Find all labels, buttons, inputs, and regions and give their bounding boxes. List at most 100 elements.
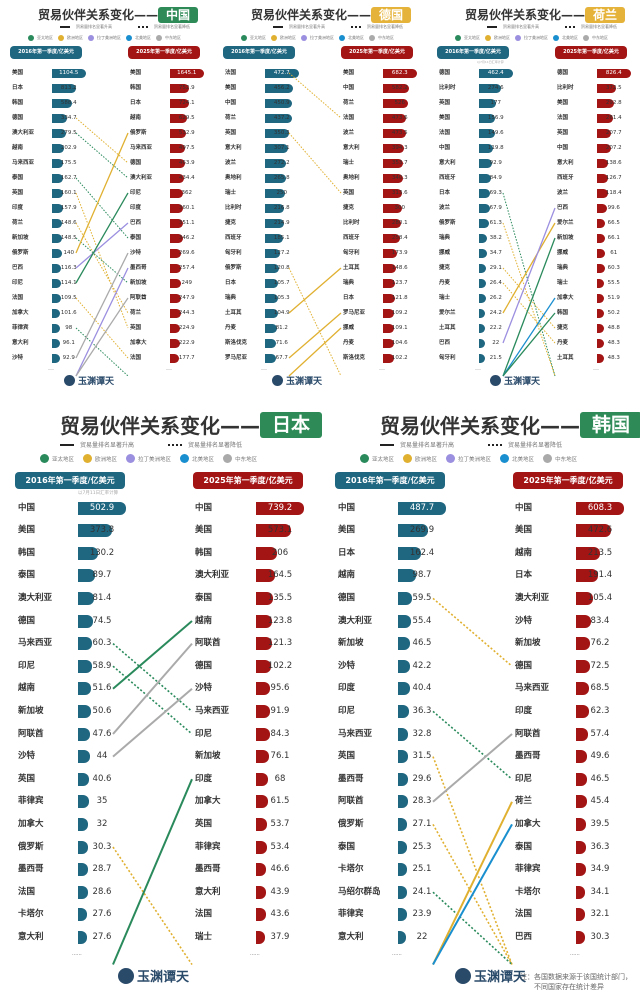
legend-line-types: 贸易量排名显著升高 贸易量排名显著降低 — [60, 440, 242, 449]
trade-value: 38.2 — [489, 234, 502, 241]
trade-value: 34.9 — [590, 864, 610, 875]
right-column-header: 2025年第一季度/亿美元 — [193, 472, 303, 489]
country-name: 日本 — [225, 279, 237, 286]
panel-title: 贸易伙伴关系变化—— 荷兰 — [465, 6, 626, 23]
value-bar — [576, 524, 612, 538]
region-label: 北美地区 — [192, 456, 215, 463]
trade-value: 46.6 — [270, 864, 290, 875]
value-bar — [383, 278, 395, 288]
trade-value: 32 — [96, 818, 108, 829]
value-bar — [479, 173, 491, 183]
trade-value: 148.5 — [60, 234, 77, 241]
value-bar — [398, 682, 410, 696]
right-row: 印度 68 — [0, 772, 320, 786]
left-row: 奥地利 265.8 — [213, 173, 426, 183]
trade-value: 61.5 — [270, 796, 290, 807]
value-bar — [398, 750, 409, 764]
right-row: 新加坡 76.1 — [0, 750, 320, 764]
right-row: 法国 281.4 — [427, 113, 640, 123]
trade-value: 156.9 — [487, 114, 504, 121]
country-name: 印尼 — [195, 728, 213, 739]
logo-text: 玉渊谭天 — [137, 970, 190, 985]
country-name: 沙特 — [18, 751, 36, 762]
country-name: 荷兰 — [515, 796, 533, 807]
value-bar — [78, 637, 92, 651]
value-bar — [479, 83, 501, 93]
right-row: 卡塔尔 34.1 — [320, 885, 640, 899]
right-row: 奥地利 340.3 — [213, 173, 426, 183]
right-column-header: 2025年第一季度/亿美元 — [513, 472, 623, 489]
country-name: 德国 — [515, 660, 533, 671]
left-row: 巴西 22 — [427, 338, 640, 348]
value-bar — [383, 68, 417, 78]
country-name: 丹麦 — [557, 339, 569, 346]
panel-title: 贸易伙伴关系变化—— 德国 — [251, 6, 412, 23]
country-name: 德国 — [130, 159, 142, 166]
left-row: 卡塔尔 27.6 — [0, 908, 320, 922]
country-name: 马来西亚 — [338, 728, 373, 739]
value-bar — [256, 682, 271, 696]
trade-value: 608.3 — [587, 502, 613, 513]
country-name: 波兰 — [225, 159, 237, 166]
trade-value: 120.8 — [273, 264, 290, 271]
trade-value: 84.3 — [270, 728, 290, 739]
region-dot-icon — [180, 454, 190, 463]
value-bar — [256, 591, 274, 605]
rank-down-line — [75, 132, 129, 179]
panel-3: 贸易伙伴关系变化—— 荷兰 贸易量排名显著升高 贸易量排名显著降低 亚太地区 欧洲地区 拉丁… — [427, 0, 640, 395]
trade-value: 99.6 — [607, 204, 620, 211]
right-row: 美国 682.3 — [213, 68, 426, 78]
value-bar — [78, 863, 88, 877]
region-legend-item: 北美地区 — [339, 35, 364, 41]
left-row: 挪威 34.7 — [427, 248, 640, 258]
right-row: 土耳其 148.6 — [213, 263, 426, 273]
value-bar — [383, 263, 397, 273]
country-name: 韩国 — [557, 309, 569, 316]
trade-value: 274.6 — [487, 84, 504, 91]
country-name: 德国 — [338, 592, 356, 603]
title-prefix: 贸易伙伴关系变化—— — [465, 8, 586, 22]
country-name: 俄罗斯 — [12, 249, 29, 256]
trade-value: 29.6 — [412, 773, 432, 784]
right-row: 挪威 109.1 — [213, 323, 426, 333]
left-row: 沙特 92.9 — [0, 353, 213, 363]
left-more-indicator: ...... — [48, 367, 55, 371]
value-bar — [170, 338, 181, 348]
value-bar — [597, 98, 614, 108]
country-name: 荷兰 — [225, 114, 237, 121]
logo-icon — [64, 375, 75, 386]
right-row: 马来西亚 91.9 — [0, 704, 320, 718]
left-row: 泰国 89.7 — [0, 569, 320, 583]
country-name: 捷克 — [439, 264, 451, 271]
trade-value: 362 — [181, 189, 193, 196]
country-name: 瑞士 — [225, 189, 237, 196]
legend-up: 贸易量排名显著升高 — [380, 440, 454, 449]
right-row: 新加坡 76.2 — [320, 637, 640, 651]
region-legend-item: 拉丁美洲地区 — [515, 35, 548, 41]
value-bar — [170, 128, 186, 138]
left-row: 马来西亚 60.3 — [0, 637, 320, 651]
region-dot-icon — [126, 35, 132, 41]
region-label: 北美地区 — [135, 35, 151, 40]
right-row: 法国 32.1 — [320, 908, 640, 922]
value-bar — [383, 113, 407, 123]
value-bar — [256, 704, 271, 718]
value-bar — [170, 98, 189, 108]
region-legend-item: 北美地区 — [180, 454, 214, 463]
left-row: 俄罗斯 30.3 — [0, 840, 320, 854]
value-bar — [78, 908, 88, 922]
trade-value: 25.1 — [412, 864, 432, 875]
country-name: 匈牙利 — [225, 249, 242, 256]
country-name: 印度 — [338, 683, 356, 694]
right-row: 荷兰 244.3 — [0, 308, 213, 318]
right-row: 中国 608.3 — [320, 501, 640, 515]
trade-value: 76.2 — [590, 638, 610, 649]
country-name: 越南 — [338, 570, 356, 581]
value-bar — [265, 308, 279, 318]
legend-down-label: 贸易量排名显著降低 — [367, 24, 403, 29]
trade-value: 32.1 — [590, 909, 610, 920]
trade-value: 269.6 — [178, 249, 195, 256]
right-row: 爱尔兰 66.5 — [427, 218, 640, 228]
left-row: 德国 74.5 — [0, 614, 320, 628]
country-badge: 日本 — [260, 411, 323, 438]
